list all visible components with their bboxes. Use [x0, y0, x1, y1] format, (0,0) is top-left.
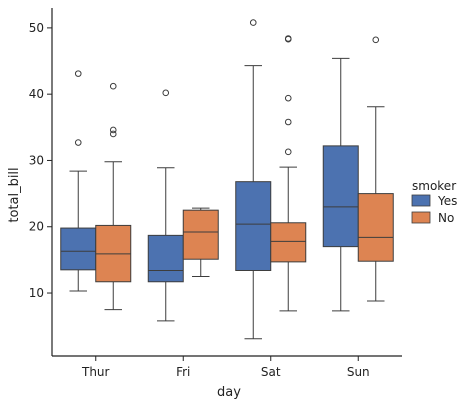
legend-swatch-yes: [411, 194, 431, 207]
box-body: [322, 145, 359, 248]
box-sat-no: [270, 35, 307, 312]
box-body: [270, 222, 307, 263]
x-tick-label: Sat: [261, 365, 281, 379]
x-tick-label: Fri: [176, 365, 190, 379]
outlier-point: [162, 89, 170, 97]
x-axis-label: day: [217, 385, 241, 400]
outlier-point: [284, 35, 292, 42]
box-body: [182, 209, 219, 260]
x-tick-label: Sun: [347, 365, 370, 379]
outlier-point: [249, 19, 257, 26]
outlier-point: [109, 130, 117, 138]
y-tick-label: 30: [29, 153, 44, 167]
box-thur-no: [95, 82, 132, 311]
y-tick-label: 50: [29, 21, 44, 35]
box-body: [147, 234, 184, 283]
outlier-point: [284, 118, 292, 126]
outlier-point: [74, 70, 82, 77]
legend: smoker Yes No: [411, 179, 457, 225]
plot-area: [60, 19, 394, 340]
y-tick-label: 20: [29, 220, 44, 234]
box-fri-yes: [147, 89, 184, 322]
legend-label-yes: Yes: [437, 194, 457, 208]
box-body: [357, 193, 394, 262]
legend-title: smoker: [412, 179, 456, 193]
box-body: [60, 227, 97, 271]
box-fri-no: [182, 207, 219, 277]
x-tick-label: Thur: [81, 365, 110, 379]
y-axis-label: total_bill: [7, 167, 22, 222]
y-axis: 10 20 30 40 50: [29, 8, 53, 356]
box-sun-no: [357, 36, 394, 302]
x-axis: Thur Fri Sat Sun: [52, 355, 402, 379]
box-thur-yes: [60, 70, 97, 292]
legend-swatch-no: [411, 211, 431, 224]
y-tick-label: 40: [29, 87, 44, 101]
box-body: [235, 181, 272, 271]
outlier-point: [284, 94, 292, 102]
outlier-point: [109, 126, 117, 134]
legend-label-no: No: [438, 211, 454, 225]
y-tick-label: 10: [29, 286, 44, 300]
outlier-point: [372, 36, 380, 44]
box-sat-yes: [235, 19, 272, 340]
outlier-point: [74, 139, 82, 146]
outlier-point: [109, 82, 117, 90]
box-sun-yes: [322, 57, 359, 312]
outlier-point: [284, 148, 292, 156]
